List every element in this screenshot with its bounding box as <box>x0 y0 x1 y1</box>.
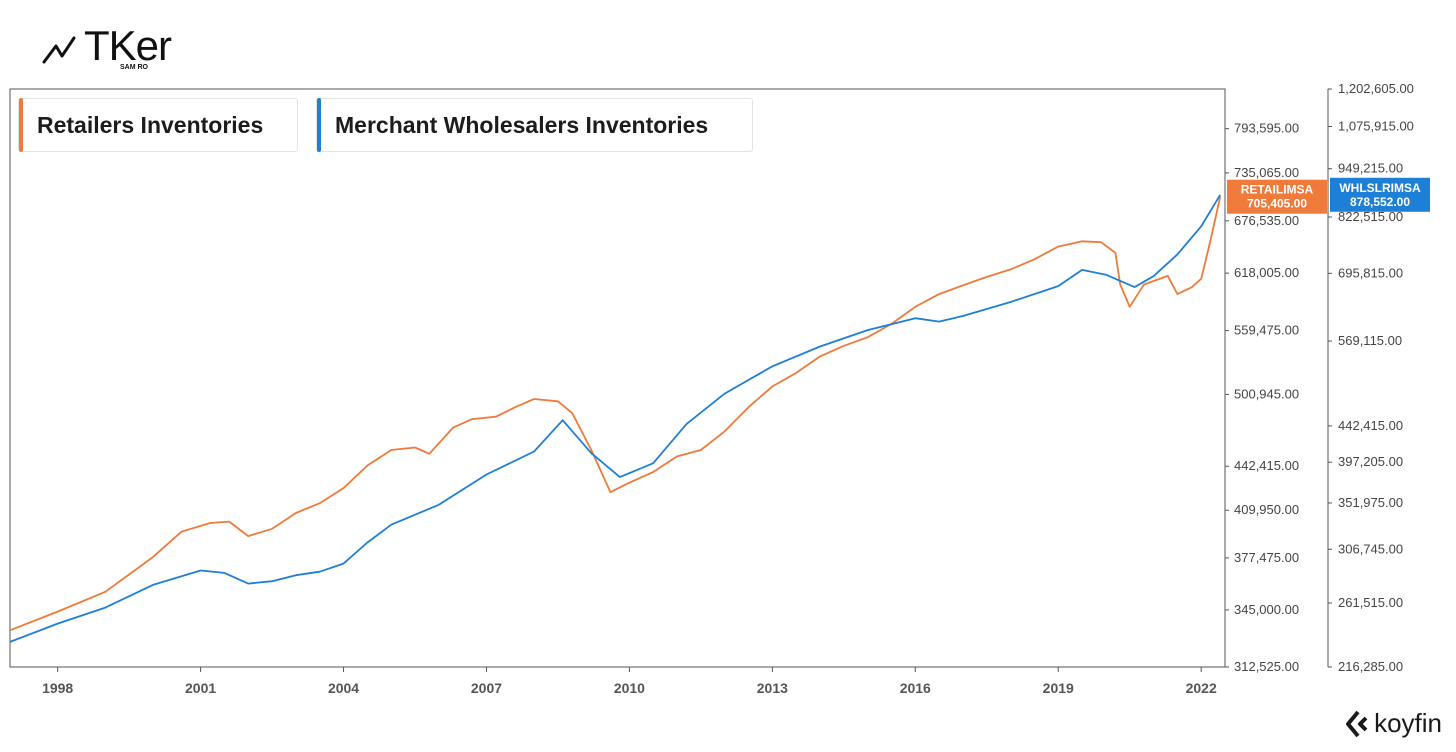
plot-area <box>10 89 1225 667</box>
left-tick-label: 312,525.00 <box>1234 659 1299 674</box>
left-tick-label: 735,065.00 <box>1234 165 1299 180</box>
legend-retailers[interactable]: Retailers Inventories <box>18 98 298 152</box>
x-tick-label: 2019 <box>1043 680 1074 696</box>
left-tick-label: 793,595.00 <box>1234 121 1299 136</box>
right-tick-label: 949,215.00 <box>1338 161 1403 176</box>
left-tick-label: 377,475.00 <box>1234 550 1299 565</box>
x-tick-label: 1998 <box>42 680 73 696</box>
series-line-whlslrimsa <box>10 195 1220 642</box>
left-tick-label: 559,475.00 <box>1234 323 1299 338</box>
x-tick-label: 2013 <box>757 680 788 696</box>
right-tick-label: 569,115.00 <box>1338 333 1402 348</box>
x-tick-label: 2004 <box>328 680 359 696</box>
series-line-retailimsa <box>10 197 1220 631</box>
legend-swatch-retailers <box>19 98 23 152</box>
left-tick-label: 409,950.00 <box>1234 502 1299 517</box>
koyfin-chevron-icon <box>1344 710 1370 738</box>
right-tick-label: 1,075,915.00 <box>1338 119 1414 134</box>
legend-swatch-wholesalers <box>317 98 321 152</box>
x-tick-label: 2010 <box>614 680 645 696</box>
x-tick-label: 2001 <box>185 680 216 696</box>
right-tick-label: 216,285.00 <box>1338 659 1403 674</box>
right-tick-label: 261,515.00 <box>1338 595 1403 610</box>
value-tag-ticker: RETAILIMSA <box>1241 183 1314 197</box>
right-tick-label: 351,975.00 <box>1338 495 1403 510</box>
series-group <box>10 195 1220 642</box>
right-tick-label: 397,205.00 <box>1338 454 1403 469</box>
legend-label-retailers: Retailers Inventories <box>37 112 285 139</box>
koyfin-wordmark: koyfin <box>1374 708 1442 739</box>
legend-label-wholesalers: Merchant Wholesalers Inventories <box>335 112 730 139</box>
x-tick-label: 2007 <box>471 680 502 696</box>
right-tick-label: 306,745.00 <box>1338 541 1403 556</box>
value-tag-ticker: WHLSLRIMSA <box>1339 181 1421 195</box>
right-tick-label: 695,815.00 <box>1338 265 1403 280</box>
legend-wholesalers[interactable]: Merchant Wholesalers Inventories <box>316 98 753 152</box>
left-tick-label: 676,535.00 <box>1234 213 1299 228</box>
right-tick-label: 1,202,605.00 <box>1338 81 1414 96</box>
x-tick-label: 2022 <box>1186 680 1217 696</box>
right-tick-label: 442,415.00 <box>1338 418 1403 433</box>
x-axis-ticks: 1998 2001 2004 2007 2010 2013 2016 2019 2022 <box>42 667 1217 696</box>
koyfin-logo: koyfin <box>1344 708 1442 739</box>
right-axis-ticks: 216,285.00 261,515.00 306,745.00 351,975.00… <box>1328 81 1414 674</box>
x-tick-label: 2016 <box>900 680 931 696</box>
left-tick-label: 618,005.00 <box>1234 265 1299 280</box>
value-tag-value: 705,405.00 <box>1247 197 1307 211</box>
left-tick-label: 442,415.00 <box>1234 458 1299 473</box>
left-tick-label: 500,945.00 <box>1234 386 1299 401</box>
left-tick-label: 345,000.00 <box>1234 602 1299 617</box>
value-tag-value: 878,552.00 <box>1350 195 1410 209</box>
